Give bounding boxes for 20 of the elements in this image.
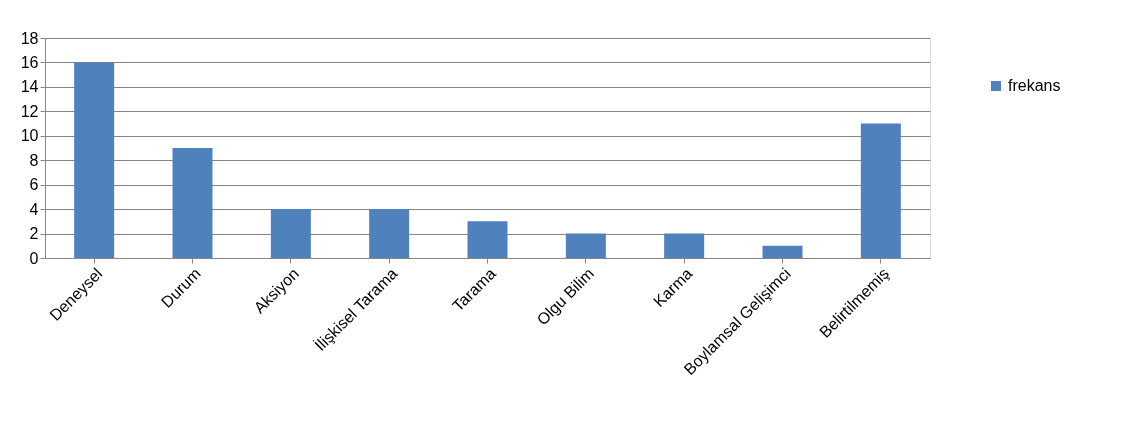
bar	[762, 245, 803, 258]
bar	[270, 209, 311, 258]
y-tick-label: 2	[29, 225, 39, 243]
y-tick-label: 8	[29, 151, 39, 169]
bar	[369, 209, 410, 258]
y-tick-label: 16	[20, 53, 39, 71]
bar	[74, 62, 115, 258]
y-tick-label: 4	[29, 200, 39, 218]
y-tick-label: 0	[29, 249, 39, 267]
bar	[172, 148, 213, 258]
y-tick-label: 18	[20, 29, 39, 47]
legend-label: frekans	[1008, 77, 1061, 94]
y-tick-label: 6	[29, 176, 39, 194]
y-tick-label: 12	[20, 102, 39, 120]
bar	[860, 123, 901, 258]
bar	[467, 221, 508, 258]
bar	[565, 233, 606, 258]
y-tick-label: 10	[20, 127, 39, 145]
bar	[664, 233, 705, 258]
y-tick-label: 14	[20, 78, 39, 96]
